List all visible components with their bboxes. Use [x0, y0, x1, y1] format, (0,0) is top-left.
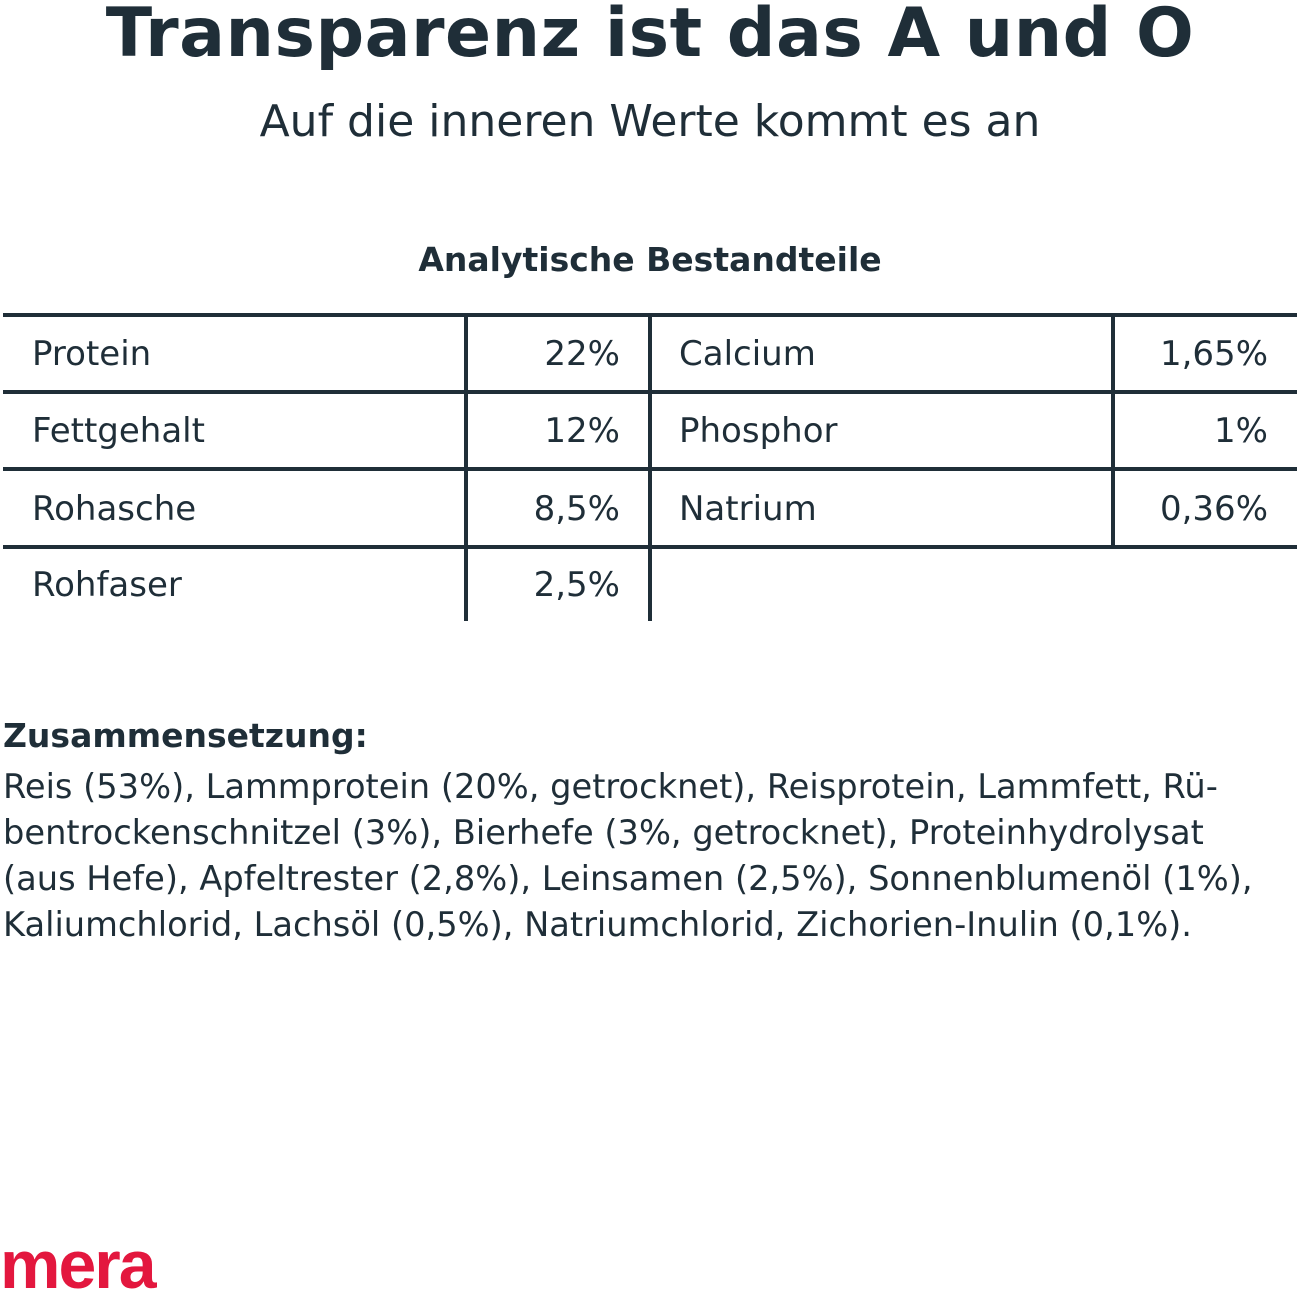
nutrient-label: Rohasche [32, 489, 197, 529]
table-heading: Analytische Bestandteile [418, 240, 882, 279]
nutrient-value: 2,5% [533, 565, 620, 605]
composition-line: Reis (53%), Lammprotein (20%, getrocknet… [3, 767, 1218, 807]
mineral-value: 1,65% [1159, 334, 1268, 374]
composition-line: (aus Hefe), Apfeltrester (2,8%), Leinsam… [3, 859, 1253, 899]
nutrient-label: Rohfaser [32, 565, 182, 605]
composition-line: bentrockenschnitzel (3%), Bierhefe (3%, … [3, 813, 1204, 853]
nutrient-value: 12% [544, 411, 620, 451]
mineral-label: Phosphor [679, 411, 838, 451]
mera-logo: mera [0, 1227, 157, 1303]
mineral-label: Natrium [679, 489, 817, 529]
column-divider [648, 315, 652, 621]
composition-heading: Zusammensetzung: [3, 716, 368, 755]
mineral-value: 0,36% [1159, 489, 1268, 529]
nutrient-value: 8,5% [533, 489, 620, 529]
nutrient-label: Protein [32, 334, 152, 374]
mineral-value: 1% [1214, 411, 1268, 451]
mineral-label: Calcium [679, 334, 816, 374]
nutrient-value: 22% [544, 334, 620, 374]
composition-text: Reis (53%), Lammprotein (20%, getrocknet… [3, 764, 1266, 948]
composition-line: Kaliumchlorid, Lachsöl (0,5%), Natriumch… [3, 905, 1192, 945]
nutrient-label: Fettgehalt [32, 411, 205, 451]
column-divider [1111, 315, 1115, 547]
page-title: Transparenz ist das A und O [105, 0, 1195, 73]
column-divider [464, 315, 468, 621]
page-subtitle: Auf die inneren Werte kommt es an [259, 96, 1041, 147]
